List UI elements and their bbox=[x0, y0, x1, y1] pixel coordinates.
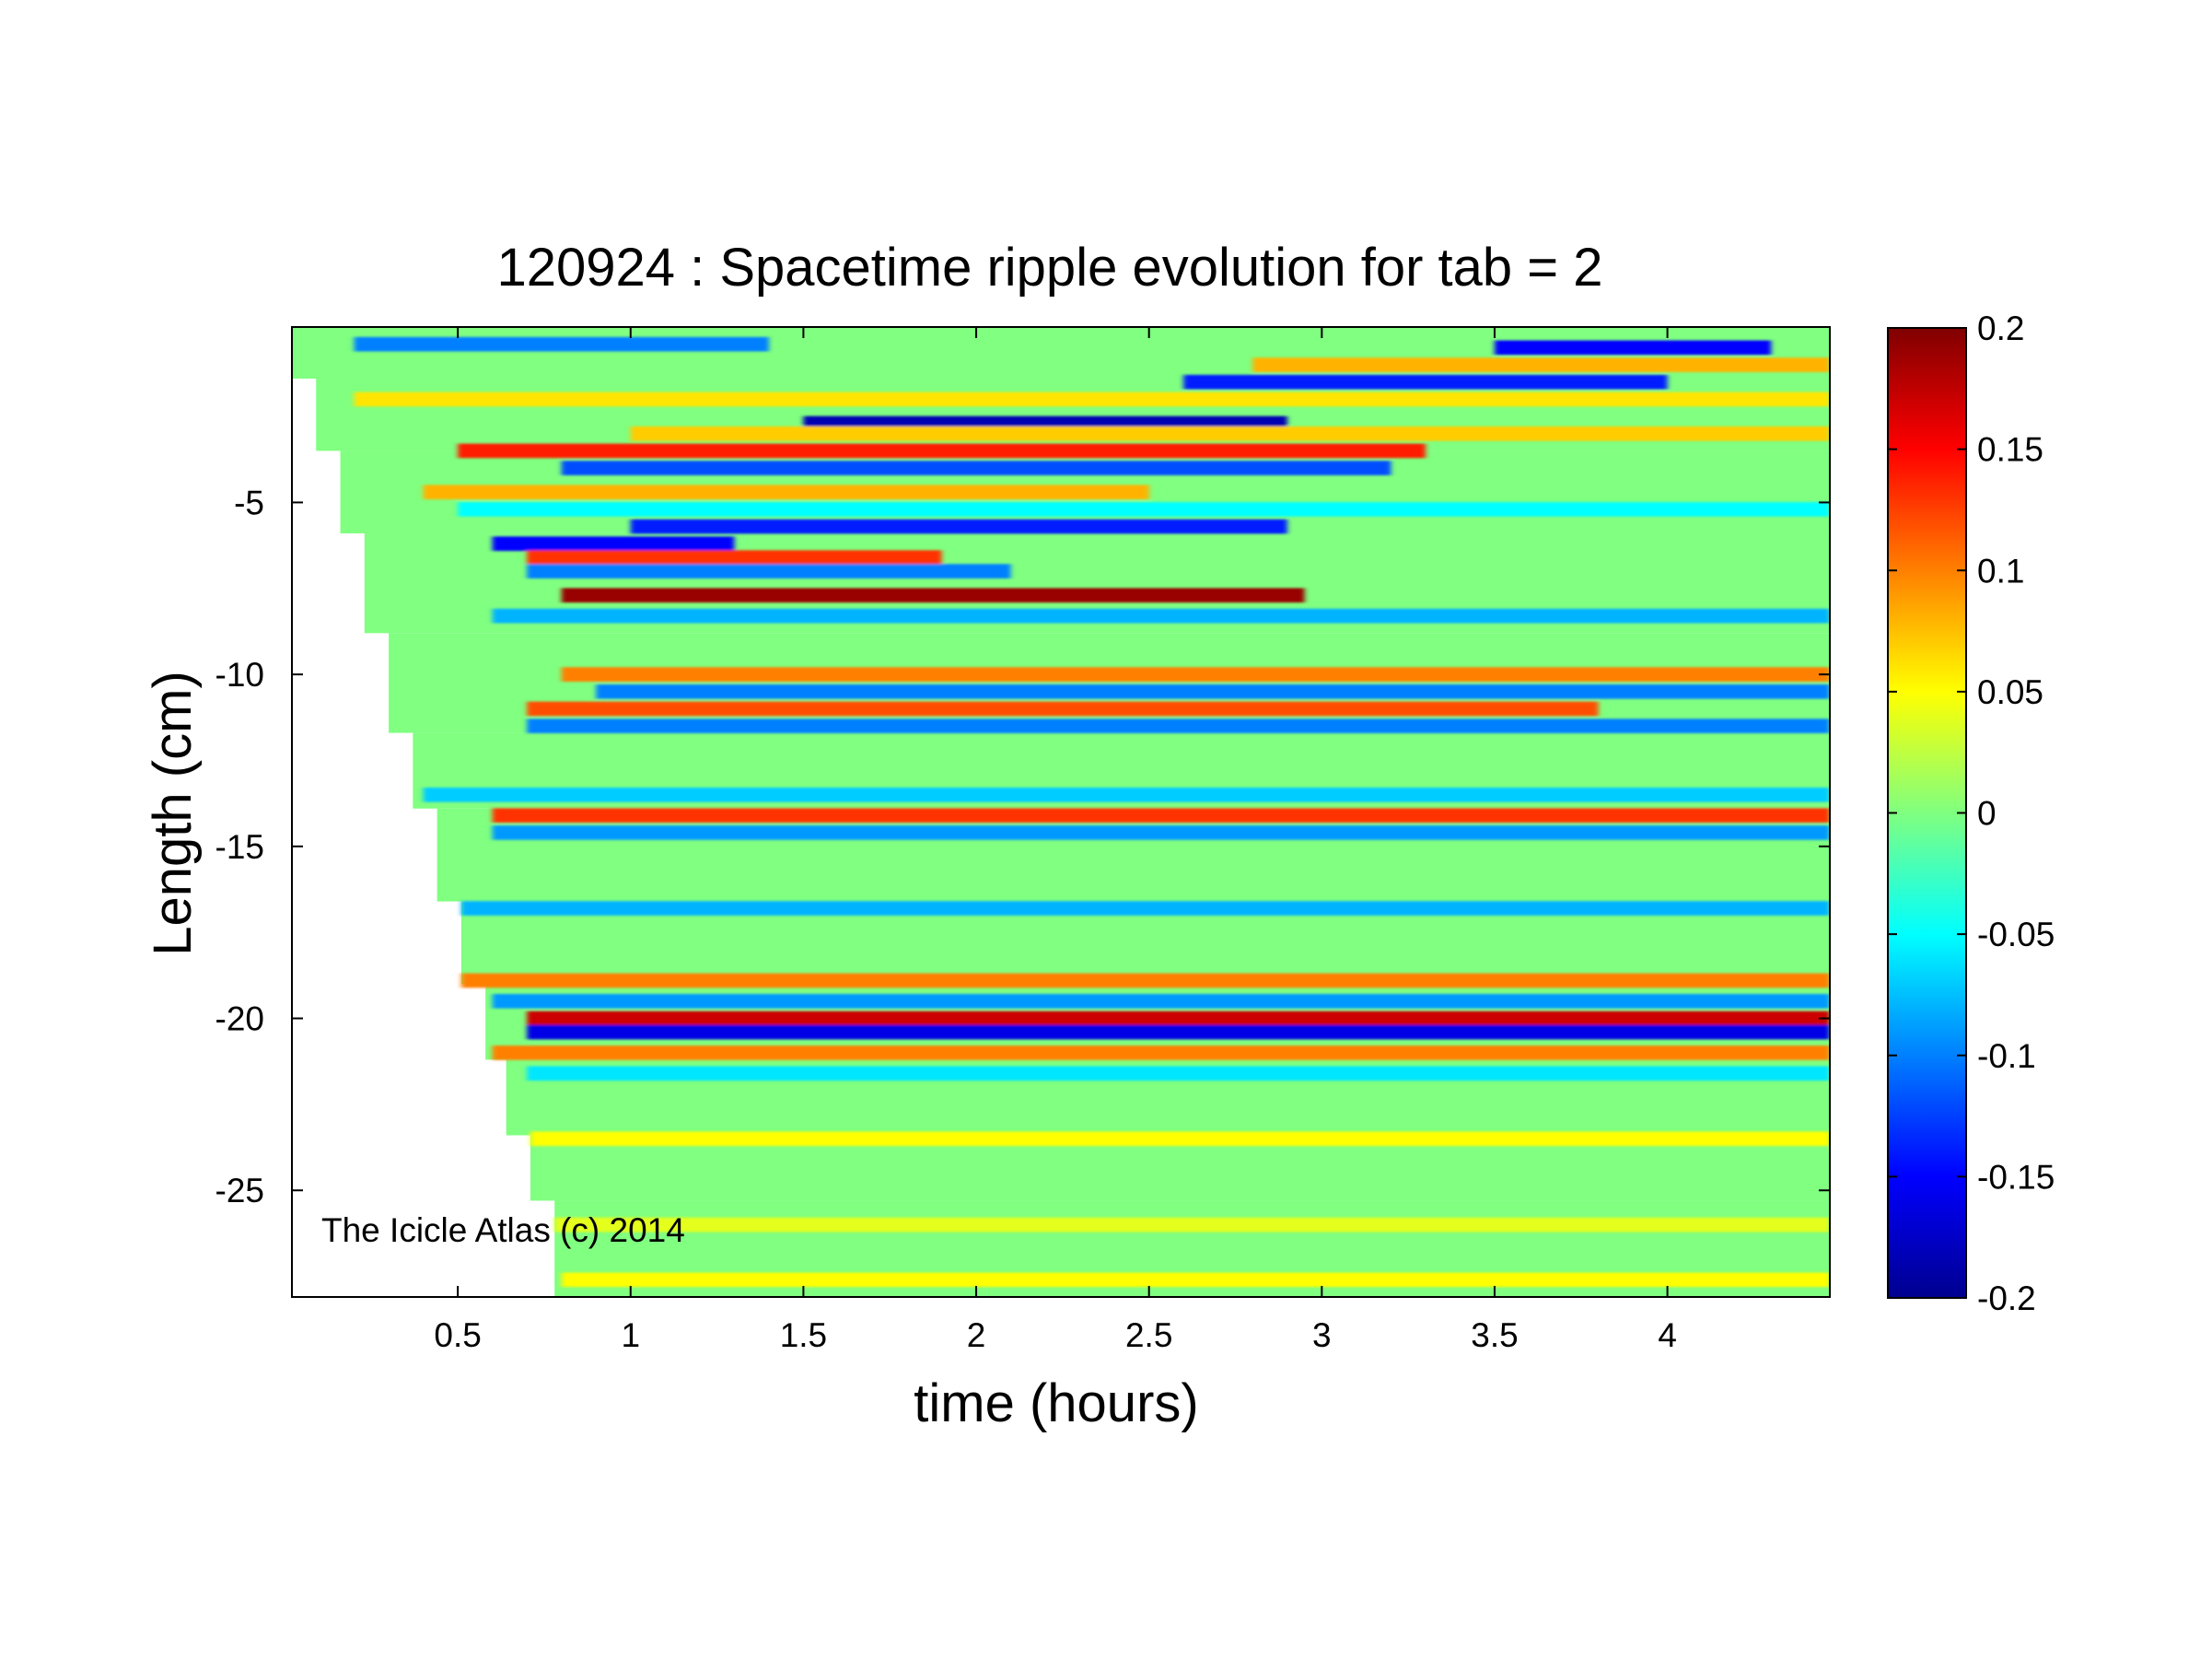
y-tick-label: -10 bbox=[215, 656, 264, 694]
ripple-band bbox=[561, 1272, 1830, 1288]
ripple-band bbox=[527, 1011, 1830, 1026]
ripple-band bbox=[596, 683, 1830, 699]
x-axis-ticks: 0.5 1 1.5 2 2.5 3 3.5 4 bbox=[434, 327, 1677, 1354]
ripple-band bbox=[527, 564, 1011, 578]
colorbar-tick-label: -0.15 bbox=[1977, 1158, 2055, 1196]
copyright-annotation: The Icicle Atlas (c) 2014 bbox=[321, 1211, 685, 1249]
ripple-band bbox=[630, 519, 1287, 534]
ripple-band bbox=[561, 461, 1391, 475]
y-tick-label: -15 bbox=[215, 828, 264, 866]
y-tick-label: -5 bbox=[234, 484, 264, 521]
heatmap bbox=[292, 327, 1830, 1297]
ripple-band bbox=[460, 973, 1830, 988]
ripple-band bbox=[492, 825, 1830, 840]
x-tick-label: 1 bbox=[621, 1316, 640, 1354]
plot-frame bbox=[291, 326, 1831, 1298]
ripple-band bbox=[527, 719, 1830, 733]
x-axis-label: time (hours) bbox=[914, 1373, 1198, 1433]
ripple-band bbox=[1183, 374, 1668, 390]
ripple-band bbox=[527, 550, 942, 566]
y-tick-label: -20 bbox=[215, 1000, 264, 1038]
heatmap-background bbox=[389, 633, 1830, 733]
x-tick-label: 3.5 bbox=[1471, 1316, 1518, 1354]
x-tick-label: 1.5 bbox=[780, 1316, 827, 1354]
x-tick-label: 2.5 bbox=[1125, 1316, 1172, 1354]
colorbar-tick-label: 0.1 bbox=[1977, 552, 2024, 590]
ripple-band bbox=[630, 426, 1830, 441]
ripple-band bbox=[423, 485, 1149, 500]
ripple-band bbox=[1494, 340, 1772, 356]
y-axis-label: Length (cm) bbox=[143, 671, 203, 955]
y-axis-ticks: -5 -10 -15 -20 -25 bbox=[215, 484, 1830, 1209]
x-tick-label: 2 bbox=[967, 1316, 986, 1354]
colorbar-tick-label: 0.15 bbox=[1977, 431, 2043, 469]
colorbar-tick-label: 0.05 bbox=[1977, 673, 2043, 711]
ripple-band bbox=[492, 808, 1830, 824]
ripple-band bbox=[492, 608, 1830, 624]
heatmap-background bbox=[437, 808, 1830, 902]
ripple-band bbox=[492, 536, 735, 552]
x-tick-label: 0.5 bbox=[434, 1316, 481, 1354]
ripple-band bbox=[1252, 357, 1830, 372]
ripple-band bbox=[458, 443, 1426, 459]
colorbar-ticks: 0.2 0.15 0.1 0.05 0 -0.05 -0.1 -0.15 -0.2 bbox=[1888, 310, 2055, 1317]
ripple-bands bbox=[354, 336, 1830, 1288]
colorbar bbox=[1887, 327, 1967, 1299]
chart-title: 120924 : Spacetime ripple evolution for … bbox=[496, 238, 1602, 298]
ripple-band bbox=[527, 1066, 1830, 1081]
ripple-band bbox=[527, 701, 1599, 717]
x-tick-label: 4 bbox=[1658, 1316, 1677, 1354]
ripple-band bbox=[561, 667, 1830, 682]
ripple-band bbox=[492, 994, 1830, 1009]
ripple-band bbox=[530, 1131, 1830, 1147]
ripple-band bbox=[554, 1217, 1830, 1233]
ripple-band bbox=[492, 1046, 1830, 1060]
colorbar-tick-label: 0.2 bbox=[1977, 310, 2024, 347]
ripple-band bbox=[458, 502, 1830, 517]
ripple-band bbox=[561, 588, 1305, 603]
ripple-band bbox=[423, 787, 1830, 802]
ripple-band bbox=[354, 336, 769, 352]
colorbar-tick-label: 0 bbox=[1977, 795, 1997, 833]
ripple-band bbox=[460, 901, 1830, 916]
colorbar-tick-label: -0.05 bbox=[1977, 916, 2055, 953]
colorbar-tick-label: -0.1 bbox=[1977, 1037, 2036, 1075]
y-tick-label: -25 bbox=[215, 1172, 264, 1209]
ripple-band bbox=[527, 1024, 1830, 1040]
heatmap-background bbox=[530, 1135, 1830, 1201]
colorbar-tick-label: -0.2 bbox=[1977, 1279, 2036, 1317]
ripple-band bbox=[354, 391, 1830, 407]
x-tick-label: 3 bbox=[1312, 1316, 1332, 1354]
